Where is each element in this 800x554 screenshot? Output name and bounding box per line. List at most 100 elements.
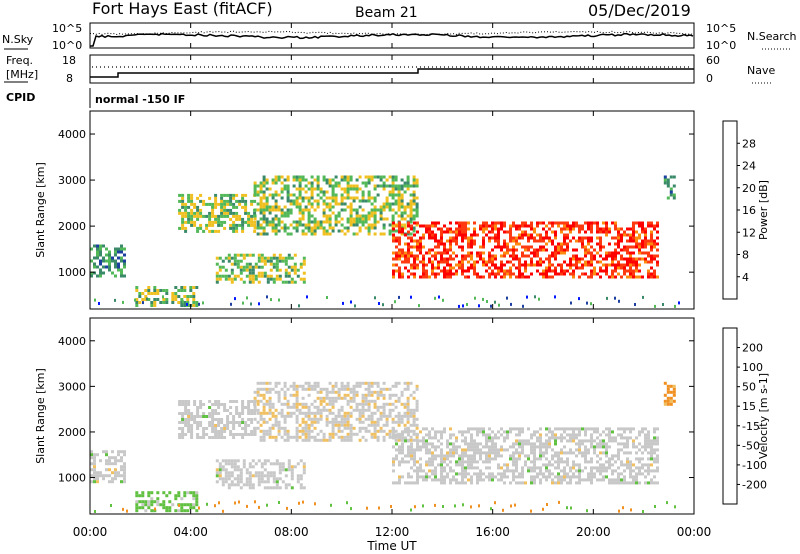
echo-cell — [304, 178, 308, 182]
echo-cell — [392, 427, 395, 431]
echo-cell — [391, 187, 395, 191]
echo-cell — [156, 500, 160, 504]
echo-cell — [328, 435, 332, 439]
echo-cell — [283, 178, 287, 182]
echo-cell — [599, 260, 602, 264]
echo-cell — [183, 286, 187, 289]
echo-cell — [512, 469, 515, 473]
echo-cell — [563, 472, 566, 476]
echo-cell — [181, 427, 185, 430]
echo-cell — [215, 280, 219, 284]
echo-cell — [506, 436, 509, 440]
echo-cell — [602, 466, 605, 470]
echo-cell — [593, 430, 596, 434]
echo-cell — [512, 457, 515, 461]
echo-cell — [470, 239, 473, 243]
echo-cell — [449, 239, 452, 243]
echo-cell — [590, 439, 593, 443]
echo-cell — [409, 438, 413, 442]
echo-cell — [290, 474, 294, 478]
echo-cell — [491, 475, 494, 479]
echo-cell — [361, 405, 365, 409]
echo-cell — [524, 275, 527, 279]
echo-cell — [268, 223, 272, 227]
echo-cell — [584, 427, 587, 431]
echo-cell — [373, 223, 377, 227]
echo-cell — [286, 405, 290, 409]
echo-cell — [458, 233, 461, 237]
echo-cell — [295, 387, 299, 391]
echo-cell — [575, 239, 578, 243]
echo-cell — [497, 227, 500, 231]
echo-cell — [476, 251, 479, 255]
echo-cell — [224, 480, 228, 484]
echo-cell — [461, 269, 464, 273]
echo-cell — [482, 230, 485, 234]
echo-cell — [425, 439, 428, 443]
echo-cell — [443, 260, 446, 264]
echo-cell — [304, 432, 308, 436]
echo-cell — [641, 239, 644, 243]
echo-cell — [253, 211, 257, 215]
echo-cell — [304, 232, 308, 236]
echo-cell — [391, 214, 395, 218]
echo-cell — [406, 411, 410, 415]
echo-cell — [96, 253, 99, 257]
echo-cell — [551, 224, 554, 228]
echo-cell — [461, 224, 464, 228]
echo-cell — [364, 184, 368, 188]
echo-cell — [428, 451, 431, 455]
echo-cell — [626, 251, 629, 255]
echo-cell — [310, 214, 314, 218]
echo-cell — [190, 208, 194, 212]
echo-cell — [322, 190, 326, 194]
echo-cell — [244, 433, 248, 436]
echo-cell — [452, 257, 455, 261]
echo-cell — [265, 181, 269, 185]
echo-cell — [367, 399, 371, 403]
echo-cell — [334, 399, 338, 403]
echo-cell — [382, 232, 386, 236]
echo-cell — [278, 268, 282, 272]
echo-cell — [614, 269, 617, 273]
echo-cell — [533, 481, 536, 485]
echo-cell — [259, 205, 263, 209]
echo-cell — [111, 462, 114, 466]
echo-cell — [656, 460, 659, 464]
echo-cell — [349, 223, 353, 227]
echo-cell — [397, 420, 401, 424]
echo-cell — [638, 257, 641, 261]
echo-cell — [409, 184, 413, 188]
echo-cell — [370, 399, 374, 403]
echo-cell — [498, 303, 500, 307]
echo-cell — [313, 178, 317, 182]
echo-cell — [602, 430, 605, 434]
echo-cell — [536, 233, 539, 237]
echo-cell — [434, 445, 437, 449]
echo-cell — [193, 400, 197, 403]
echo-cell — [672, 184, 676, 188]
echo-cell — [238, 223, 242, 227]
echo-cell — [509, 248, 512, 252]
echo-cell — [262, 217, 266, 221]
echo-cell — [521, 224, 524, 228]
echo-cell — [461, 481, 464, 485]
echo-cell — [605, 269, 608, 273]
echo-cell — [425, 475, 428, 479]
echo-cell — [229, 421, 233, 424]
echo-cell — [248, 280, 252, 284]
echo-cell — [241, 229, 245, 233]
station-title: Fort Hays East (fitACF) — [92, 0, 273, 18]
echo-cell — [376, 429, 380, 433]
echo-cell — [536, 472, 539, 476]
echo-cell — [236, 474, 240, 478]
echo-cell — [254, 471, 258, 475]
echo-cell — [521, 427, 524, 431]
echo-cell — [455, 239, 458, 243]
echo-cell — [403, 423, 407, 427]
echo-cell — [398, 295, 400, 299]
echo-cell — [247, 406, 251, 409]
echo-cell — [322, 408, 326, 412]
echo-cell — [364, 399, 368, 403]
echo-cell — [274, 420, 278, 424]
